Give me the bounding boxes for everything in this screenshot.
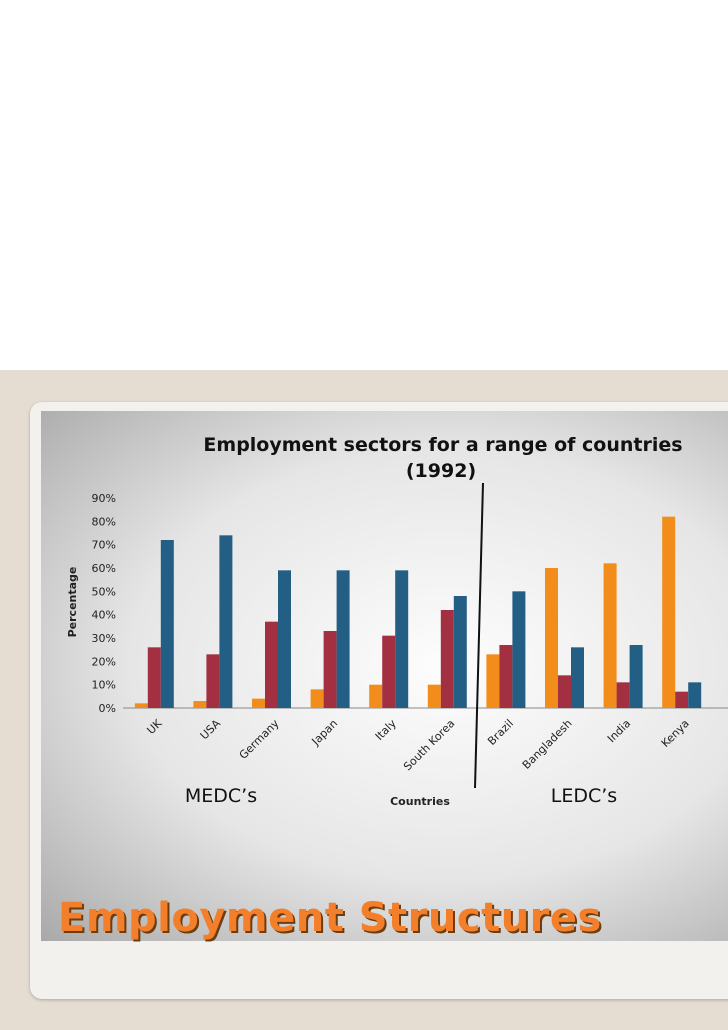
bar <box>134 703 148 708</box>
bar <box>160 540 174 708</box>
bar <box>545 568 558 708</box>
bar <box>310 689 324 708</box>
bar <box>427 684 441 708</box>
bar <box>616 682 630 708</box>
x-tick-label: South Korea <box>401 717 457 773</box>
bar <box>629 645 643 708</box>
employment-chart: Employment sectors for a range of countr… <box>66 434 728 808</box>
y-axis-ticks: 0% 10% 20% 30% 40% 50% 60% 70% 80% 90% <box>92 492 116 715</box>
y-tick-label: 90% <box>92 492 116 505</box>
medc-ledc-divider <box>474 482 484 789</box>
bar <box>675 691 689 708</box>
bar <box>395 570 409 708</box>
bar <box>558 675 571 708</box>
y-tick-label: 20% <box>92 655 116 668</box>
bar <box>453 596 467 708</box>
y-tick-label: 50% <box>92 585 116 598</box>
bar <box>278 570 291 708</box>
bar <box>265 621 278 708</box>
x-tick-label: Japan <box>309 717 341 749</box>
x-tick-label: Italy <box>373 717 399 743</box>
medc-label: MEDC’s <box>185 785 257 807</box>
y-tick-label: 0% <box>99 702 116 715</box>
bar <box>486 654 500 708</box>
x-tick-label: USA <box>198 717 224 743</box>
x-tick-label: Brazil <box>485 717 516 748</box>
bar <box>219 535 233 708</box>
chart-panel: Employment sectors for a range of countr… <box>41 411 728 941</box>
bar <box>369 684 383 708</box>
x-tick-label: India <box>605 717 633 745</box>
bar <box>336 570 350 708</box>
y-tick-label: 70% <box>92 539 116 552</box>
bar <box>147 647 161 708</box>
x-tick-label: UK <box>144 716 165 737</box>
y-tick-label: 60% <box>92 562 116 575</box>
bar <box>688 682 702 708</box>
bar <box>323 631 337 708</box>
bar <box>206 654 220 708</box>
ledc-label: LEDC’s <box>551 785 617 807</box>
bar <box>662 516 676 708</box>
bar <box>382 635 396 708</box>
bar <box>603 563 617 708</box>
y-tick-label: 10% <box>92 679 116 692</box>
x-tick-label: Kenya <box>659 717 692 750</box>
y-axis-title: Percentage <box>66 567 79 638</box>
x-tick-label: Bangladesh <box>520 717 575 772</box>
y-tick-label: 40% <box>92 609 116 622</box>
x-tick-label: Germany <box>237 717 282 762</box>
x-axis-categories: UK USA Germany Japan Italy South Korea Brazil B… <box>144 716 691 773</box>
bar <box>499 645 513 708</box>
bar <box>252 698 265 708</box>
bars <box>134 516 702 708</box>
chart-title-year: (1992) <box>406 460 476 482</box>
bar <box>193 701 207 708</box>
slide-title: Employment Structures <box>58 895 602 941</box>
bar <box>571 647 584 708</box>
y-tick-label: 80% <box>92 515 116 528</box>
x-axis-title: Countries <box>390 795 450 808</box>
bar <box>512 591 526 708</box>
chart-title: Employment sectors for a range of countr… <box>203 434 682 456</box>
bar <box>440 610 454 708</box>
y-tick-label: 30% <box>92 632 116 645</box>
